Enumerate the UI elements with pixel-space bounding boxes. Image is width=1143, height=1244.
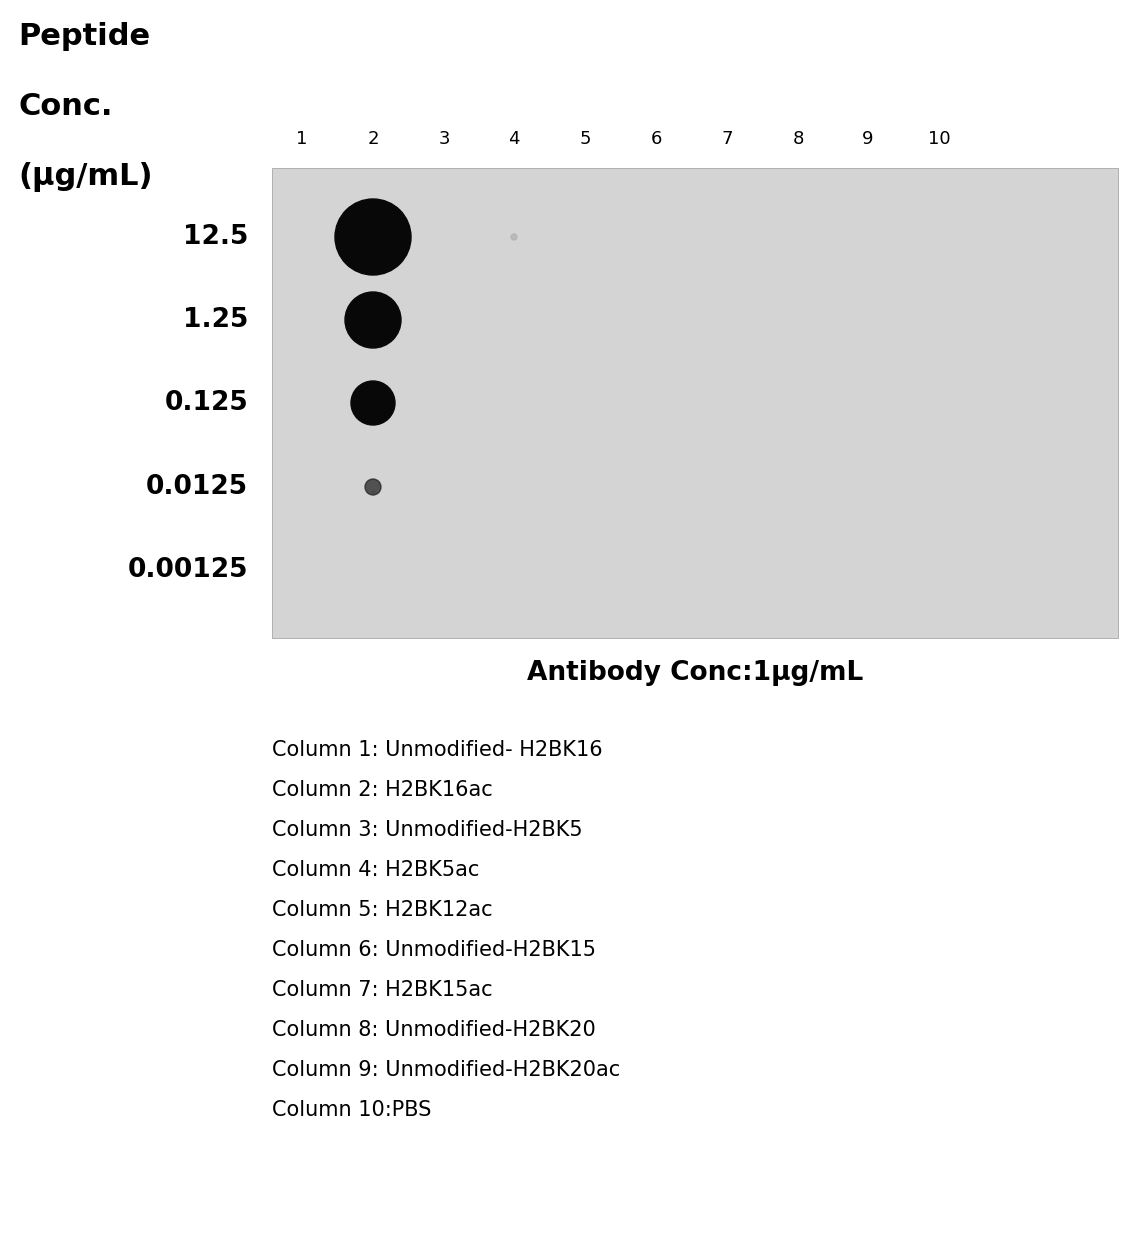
Circle shape bbox=[351, 381, 395, 425]
Circle shape bbox=[345, 292, 401, 348]
Text: Column 6: Unmodified-H2BK15: Column 6: Unmodified-H2BK15 bbox=[272, 940, 596, 960]
Text: Column 5: H2BK12ac: Column 5: H2BK12ac bbox=[272, 899, 493, 921]
Text: 7: 7 bbox=[721, 131, 733, 148]
Text: 9: 9 bbox=[862, 131, 873, 148]
Text: Column 9: Unmodified-H2BK20ac: Column 9: Unmodified-H2BK20ac bbox=[272, 1060, 621, 1080]
Circle shape bbox=[365, 479, 381, 495]
Text: Column 7: H2BK15ac: Column 7: H2BK15ac bbox=[272, 980, 493, 1000]
Text: (μg/mL): (μg/mL) bbox=[18, 162, 152, 192]
Circle shape bbox=[511, 234, 517, 240]
Text: Antibody Conc:1μg/mL: Antibody Conc:1μg/mL bbox=[527, 661, 863, 685]
Text: 8: 8 bbox=[792, 131, 804, 148]
Text: 5: 5 bbox=[580, 131, 591, 148]
Text: Column 2: H2BK16ac: Column 2: H2BK16ac bbox=[272, 780, 493, 800]
Circle shape bbox=[335, 199, 411, 275]
Text: 0.0125: 0.0125 bbox=[146, 474, 248, 500]
Text: Column 8: Unmodified-H2BK20: Column 8: Unmodified-H2BK20 bbox=[272, 1020, 596, 1040]
Text: 0.00125: 0.00125 bbox=[128, 557, 248, 583]
Text: Peptide: Peptide bbox=[18, 22, 150, 51]
Text: Column 3: Unmodified-H2BK5: Column 3: Unmodified-H2BK5 bbox=[272, 820, 583, 840]
Text: 1: 1 bbox=[296, 131, 307, 148]
Text: 10: 10 bbox=[928, 131, 950, 148]
Text: Column 10:PBS: Column 10:PBS bbox=[272, 1100, 431, 1120]
Text: 1.25: 1.25 bbox=[183, 307, 248, 333]
Text: 0.125: 0.125 bbox=[165, 391, 248, 415]
Text: 4: 4 bbox=[509, 131, 520, 148]
Text: Column 4: H2BK5ac: Column 4: H2BK5ac bbox=[272, 860, 479, 880]
Text: Column 1: Unmodified- H2BK16: Column 1: Unmodified- H2BK16 bbox=[272, 740, 602, 760]
Text: 3: 3 bbox=[438, 131, 449, 148]
Text: 2: 2 bbox=[367, 131, 378, 148]
Point bbox=[363, 483, 382, 503]
Text: Conc.: Conc. bbox=[18, 92, 112, 121]
FancyBboxPatch shape bbox=[272, 168, 1118, 638]
Text: 6: 6 bbox=[650, 131, 662, 148]
Text: 12.5: 12.5 bbox=[183, 224, 248, 250]
